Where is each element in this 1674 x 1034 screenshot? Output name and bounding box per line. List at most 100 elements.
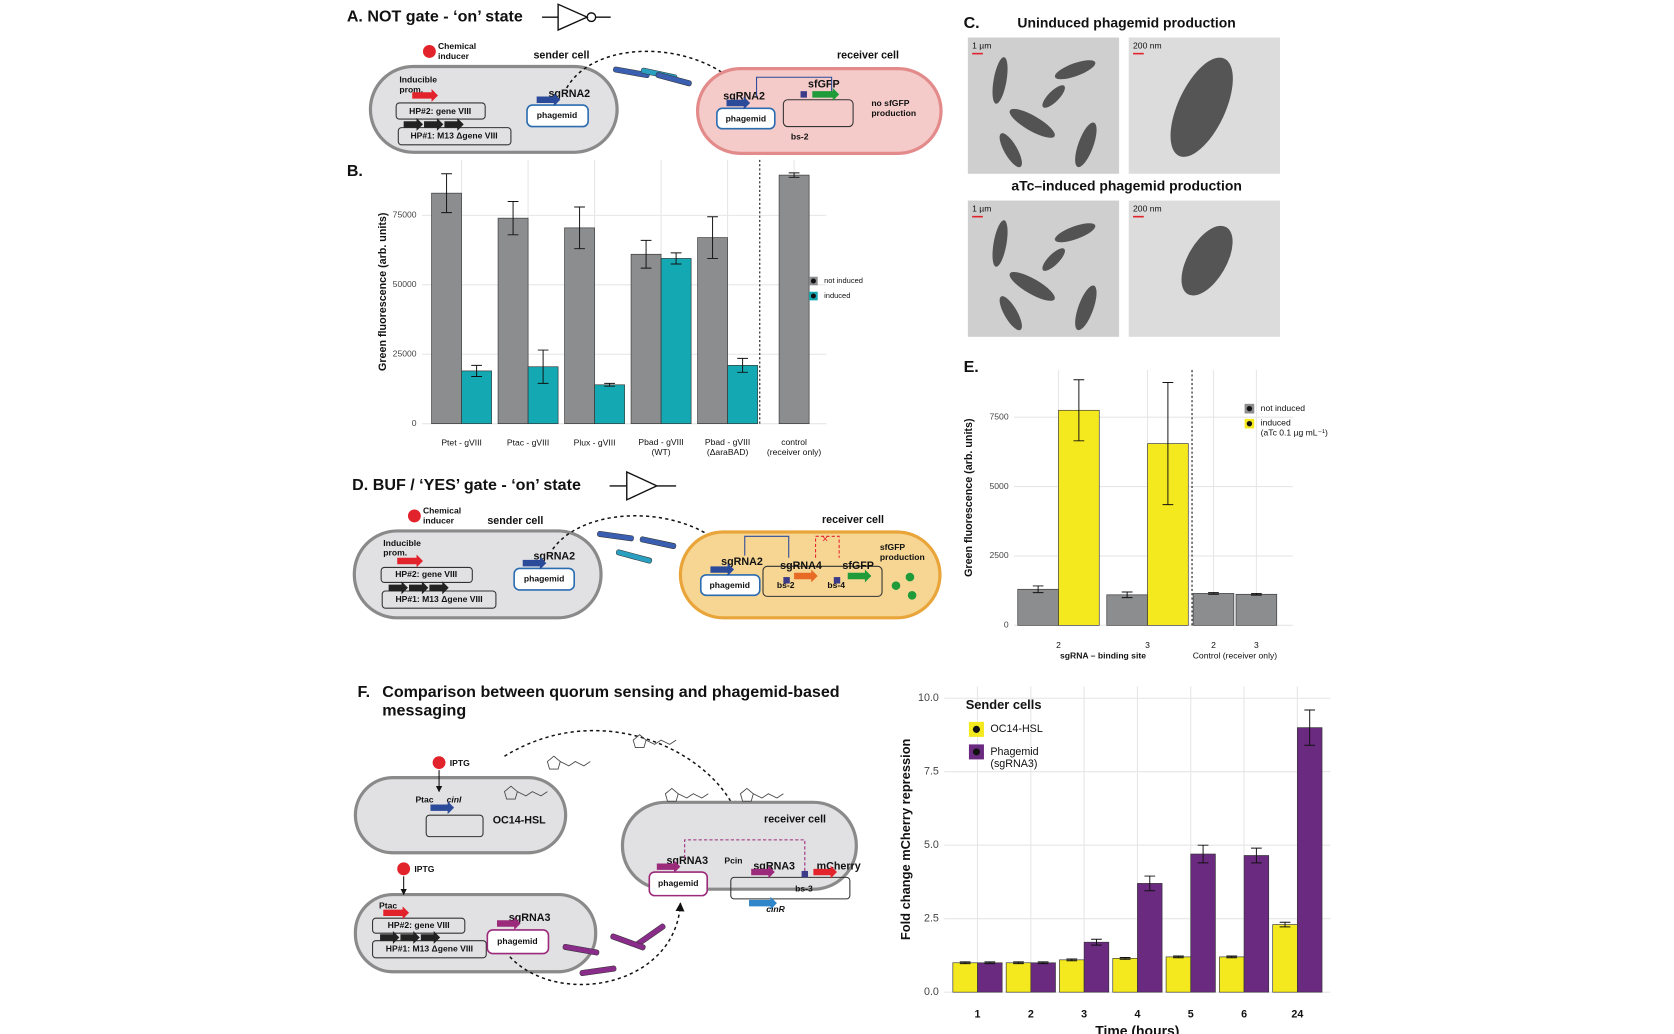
gene-arrow <box>710 563 735 576</box>
error-bar <box>1226 955 1238 959</box>
gfp-dot <box>907 591 917 600</box>
cell-image <box>992 220 1008 267</box>
error-bar <box>604 382 615 387</box>
phage <box>615 549 653 564</box>
legend-dot <box>972 725 981 733</box>
label: sfGFP production <box>880 542 925 562</box>
transfer-arrow <box>509 902 685 986</box>
text-line: messaging <box>382 702 466 720</box>
label: sender cell <box>533 50 589 62</box>
gene-arrow <box>522 556 547 570</box>
bar <box>952 962 978 993</box>
legend-label: induced (aTc 0.1 µg mL⁻¹) <box>1261 418 1328 438</box>
gene-arrow <box>794 569 818 583</box>
y-tick-label: 10.0 <box>918 692 939 704</box>
error-bar <box>1091 938 1102 946</box>
error-bar <box>737 357 748 373</box>
bar <box>1192 593 1235 626</box>
label: sender cell <box>487 515 543 527</box>
molecule <box>739 787 784 802</box>
y-axis-label: Fold change mCherry repression <box>898 738 913 940</box>
cell-image <box>999 296 1022 331</box>
gene-arrow <box>388 581 408 595</box>
phagemid-box <box>513 567 576 591</box>
error-bar <box>959 961 971 965</box>
label: no sfGFP production <box>871 98 916 118</box>
inducer-dot <box>397 862 411 876</box>
phagemid-box <box>486 929 550 955</box>
scale-label: 1 µm <box>972 203 991 213</box>
y-tick-label: 5000 <box>990 481 1009 491</box>
gfp-dot <box>905 572 915 582</box>
x-tick-label: 2 <box>1056 640 1061 650</box>
panel-title: A. NOT gate - ‘on’ state <box>347 7 523 25</box>
phage <box>610 933 646 951</box>
label: HP#1: M13 Δgene VIII <box>410 130 497 140</box>
cell-image <box>1009 108 1055 138</box>
error-bar <box>1197 844 1209 864</box>
bar <box>497 217 529 425</box>
plasmid-box <box>762 565 883 597</box>
panel-title: Comparison between quorum sensing and ph… <box>382 683 839 720</box>
molecule <box>504 785 548 800</box>
label: HP#2: gene VIII <box>409 106 471 116</box>
error-bar <box>1073 379 1085 442</box>
gene-arrow <box>424 117 444 131</box>
text-line: (aTc 0.1 µg mL⁻¹) <box>1261 428 1328 438</box>
label: HP#2: gene VIII <box>395 569 457 579</box>
x-tick-label: Plux - gVIII <box>574 437 616 447</box>
gene-arrow <box>726 96 751 110</box>
error-bar <box>537 349 549 384</box>
gene-arrow <box>444 117 464 131</box>
bar <box>660 258 692 425</box>
label: HP#2: gene VIII <box>388 920 450 930</box>
text-line: Inducible <box>383 538 421 548</box>
error-bar <box>574 206 585 250</box>
gene-arrow <box>496 917 521 930</box>
text-line: Pbad - gVIII <box>638 437 683 447</box>
repression-line <box>815 535 840 558</box>
gene-arrow <box>412 89 438 102</box>
phage <box>579 965 617 977</box>
plasmid-box <box>395 102 486 120</box>
bar <box>564 227 595 425</box>
plasmid-box <box>372 917 466 934</box>
error-bar <box>1304 709 1316 746</box>
phage <box>639 536 677 550</box>
phagemid-box <box>526 104 589 128</box>
x-tick-label: 3 <box>1145 640 1150 650</box>
label: phagemid <box>726 113 767 123</box>
gene-arrow <box>380 931 400 944</box>
error-bar <box>640 239 652 269</box>
legend-label: not induced <box>824 276 863 285</box>
cell-image <box>1181 225 1233 296</box>
label: IPTG <box>414 864 434 874</box>
gene-arrow <box>536 93 561 107</box>
x-tick-label: control (receiver only) <box>767 437 821 457</box>
label: phagemid <box>524 573 565 583</box>
y-tick-label: 25000 <box>393 349 417 359</box>
x-tick-label: Ptac - gVIII <box>507 437 549 447</box>
gene-arrow <box>812 87 840 101</box>
x-tick-label: Ptet - gVIII <box>441 437 482 447</box>
bar <box>630 253 662 425</box>
error-bar <box>788 172 800 178</box>
legend-dot <box>1246 421 1253 427</box>
text-line: no sfGFP <box>871 98 909 108</box>
cell-image <box>1170 57 1233 157</box>
gene-arrow <box>409 581 429 595</box>
phage <box>655 72 692 87</box>
bar <box>1297 727 1323 993</box>
error-bar <box>1208 592 1219 595</box>
label: phagemid <box>709 580 750 590</box>
cell-image <box>1042 248 1065 271</box>
phagemid-box <box>648 871 709 897</box>
legend-dot <box>1246 405 1253 412</box>
panel-label: E. <box>964 358 979 376</box>
binding-site <box>783 577 790 584</box>
label: Chemical inducer <box>438 41 476 61</box>
x-tick-label: 5 <box>1188 1009 1194 1021</box>
y-tick-label: 50000 <box>393 279 417 289</box>
bar <box>1005 962 1032 993</box>
